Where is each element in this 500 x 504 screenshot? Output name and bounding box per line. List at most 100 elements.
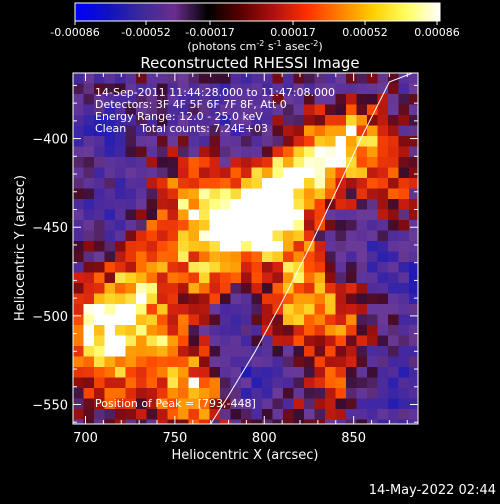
heatmap-cell: [136, 325, 147, 336]
heatmap-cell: [325, 293, 336, 305]
heatmap-cell: [146, 241, 158, 252]
heatmap-cell: [188, 251, 200, 263]
heatmap-cell: [94, 83, 105, 95]
heatmap-cell: [115, 188, 126, 200]
heatmap-cell: [356, 283, 368, 294]
heatmap-cell: [83, 125, 95, 137]
heatmap-cell: [251, 398, 263, 410]
heatmap-cell: [94, 104, 105, 116]
heatmap-cell: [125, 419, 137, 424]
heatmap-cell: [83, 199, 95, 210]
heatmap-cell: [230, 356, 242, 368]
colorbar-unit: (photons cm-2 s-1 asec-2): [187, 39, 322, 53]
heatmap-cell: [251, 325, 263, 336]
heatmap-cell: [304, 314, 315, 326]
heatmap-cell: [251, 241, 263, 252]
heatmap-cell: [325, 346, 336, 357]
heatmap-cell: [388, 293, 399, 305]
heatmap-cell: [125, 262, 137, 273]
heatmap-cell: [83, 220, 95, 231]
observation-info: 14-Sep-2011 11:44:28.000 to 11:47:08.000…: [95, 86, 335, 135]
heatmap-cell: [283, 104, 294, 116]
heatmap-cell: [367, 188, 378, 200]
heatmap-cell: [304, 146, 315, 158]
heatmap-cell: [377, 314, 389, 326]
heatmap-cell: [304, 419, 315, 424]
heatmap-cell: [283, 199, 294, 210]
heatmap-cell: [398, 398, 410, 410]
heatmap-cell: [146, 419, 158, 424]
heatmap-cell: [94, 199, 105, 210]
heatmap-cell: [136, 146, 147, 158]
heatmap-cell: [409, 209, 418, 221]
heatmap-cell: [314, 346, 326, 357]
heatmap-cell: [167, 356, 179, 368]
heatmap-cell: [388, 125, 399, 137]
heatmap-cell: [335, 419, 347, 424]
heatmap-cell: [262, 304, 273, 315]
heatmap-cell: [157, 335, 168, 347]
heatmap-cell: [167, 367, 179, 378]
heatmap-cell: [409, 94, 418, 105]
heatmap-cell: [167, 325, 179, 336]
heatmap-cell: [293, 241, 305, 252]
heatmap-cell: [409, 83, 418, 95]
heatmap-cell: [272, 209, 284, 221]
heatmap-cell: [346, 83, 357, 95]
heatmap-cell: [115, 125, 126, 137]
heatmap-cell: [262, 356, 273, 368]
heatmap-cell: [283, 125, 294, 137]
heatmap-cell: [409, 167, 418, 179]
heatmap-cell: [230, 272, 242, 284]
heatmap-cell: [356, 419, 368, 424]
heatmap-cell: [325, 304, 336, 315]
heatmap-cell: [356, 199, 368, 210]
heatmap-cell: [356, 157, 368, 168]
heatmap-cell: [188, 83, 200, 95]
heatmap-cell: [178, 83, 189, 95]
colorbar-tick-label: 0.00086: [414, 26, 460, 39]
heatmap-cell: [136, 398, 147, 410]
heatmap-cell: [377, 283, 389, 294]
heatmap-cell: [178, 419, 189, 424]
heatmap-cell: [314, 115, 326, 126]
heatmap-cell: [272, 136, 284, 147]
heatmap-cell: [94, 304, 105, 315]
heatmap-cell: [304, 199, 315, 210]
heatmap-cell: [136, 209, 147, 221]
heatmap-cell: [125, 94, 137, 105]
heatmap-cell: [377, 367, 389, 378]
heatmap-cell: [325, 262, 336, 273]
heatmap-cell: [199, 178, 210, 189]
heatmap-cell: [272, 367, 284, 378]
heatmap-cell: [73, 115, 84, 126]
heatmap-cell: [146, 398, 158, 410]
heatmap-cell: [293, 356, 305, 368]
heatmap-cell: [199, 419, 210, 424]
heatmap-cell: [388, 146, 399, 158]
heatmap-cell: [356, 188, 368, 200]
heatmap-cell: [272, 409, 284, 420]
heatmap-cell: [115, 388, 126, 399]
heatmap-cell: [272, 199, 284, 210]
heatmap-cell: [83, 209, 95, 221]
heatmap-cell: [409, 346, 418, 357]
heatmap-cell: [230, 146, 242, 158]
heatmap-cell: [115, 283, 126, 294]
heatmap-cell: [199, 115, 210, 126]
info-line-detectors: Detectors: 3F 4F 5F 6F 7F 8F, Att 0: [95, 98, 287, 111]
heatmap-cell: [367, 398, 378, 410]
heatmap-cell: [346, 283, 357, 294]
heatmap-cell: [157, 283, 168, 294]
heatmap-cell: [146, 178, 158, 189]
heatmap-cell: [241, 346, 252, 357]
heatmap-cell: [199, 356, 210, 368]
heatmap-cell: [220, 230, 231, 242]
heatmap-cell: [293, 377, 305, 389]
heatmap-cell: [94, 136, 105, 147]
heatmap-cell: [125, 304, 137, 315]
heatmap-cell: [178, 388, 189, 399]
heatmap-cell: [304, 188, 315, 200]
heatmap-cell: [241, 73, 252, 84]
heatmap-cell: [335, 388, 347, 399]
